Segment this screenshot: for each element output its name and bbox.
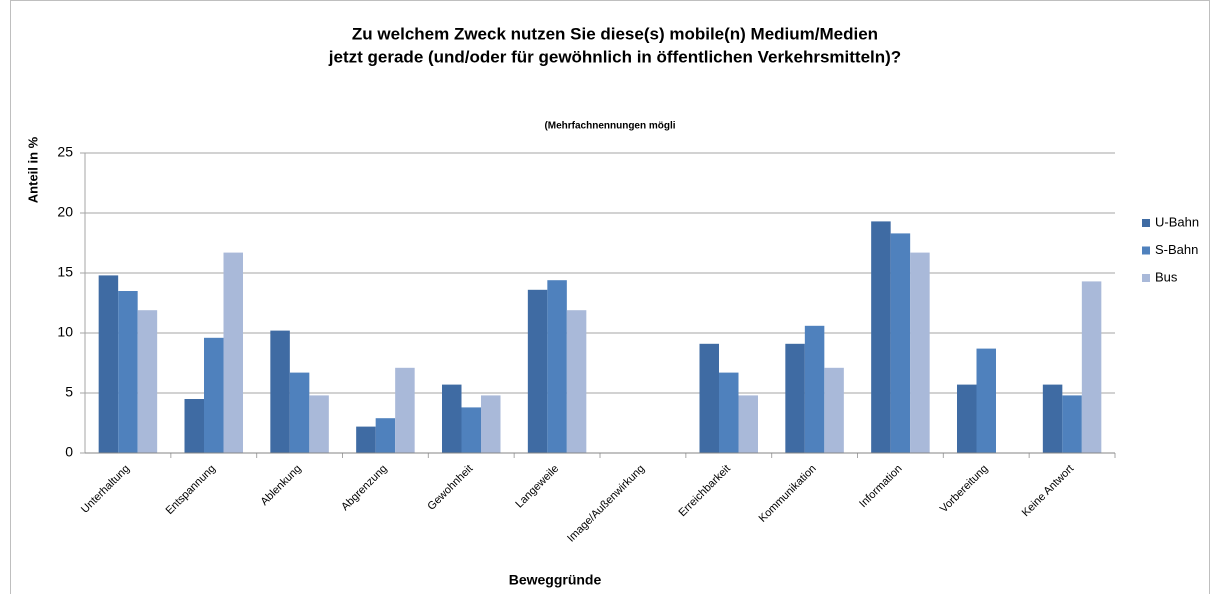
bar — [527, 289, 548, 453]
y-tick-label: 25 — [57, 144, 73, 160]
y-tick-label: 20 — [57, 204, 73, 220]
x-tick-label: Image/Außenwirkung — [565, 463, 647, 545]
bar — [719, 372, 739, 453]
x-tick-label: Keine Antwort — [1020, 463, 1076, 519]
x-tick-label: Erreichbarkeit — [676, 463, 732, 519]
bar — [309, 395, 329, 453]
x-tick-label: Gewohnheit — [425, 463, 475, 513]
legend-swatch — [1142, 246, 1150, 255]
y-axis-label: Anteil in % — [25, 136, 40, 203]
x-tick-label: Ablenkung — [259, 463, 304, 508]
bar — [566, 310, 587, 453]
bar — [375, 418, 396, 453]
bar — [871, 221, 891, 453]
bar — [395, 367, 415, 453]
legend-swatch — [1142, 274, 1150, 282]
y-tick-label: 0 — [65, 444, 73, 460]
bar — [824, 367, 844, 453]
bar — [547, 280, 567, 453]
bar — [118, 291, 138, 453]
bar — [481, 395, 501, 453]
x-tick-label: Unterhaltung — [79, 463, 132, 516]
bar — [804, 325, 825, 453]
bar — [98, 275, 119, 453]
bar — [1042, 384, 1063, 453]
bar — [890, 233, 911, 453]
y-tick-label: 15 — [57, 264, 73, 280]
bar — [204, 337, 224, 453]
bar — [1081, 281, 1102, 453]
bar — [461, 407, 481, 453]
bar — [699, 343, 719, 453]
bar — [738, 395, 758, 453]
bar — [223, 252, 243, 453]
bar — [184, 399, 204, 453]
chart-subtitle: (Mehrfachnennungen mögli — [544, 121, 675, 132]
legend-label: Bus — [1155, 269, 1178, 284]
x-tick-label: Langeweile — [513, 463, 561, 511]
bar — [289, 372, 310, 453]
chart-title: Zu welchem Zweck nutzen Sie diese(s) mob… — [352, 24, 878, 43]
y-tick-label: 10 — [57, 324, 73, 340]
bar — [1062, 395, 1082, 453]
bar — [976, 348, 996, 453]
legend-swatch — [1142, 219, 1150, 227]
legend-label: U-Bahn — [1155, 214, 1199, 229]
bar — [356, 426, 376, 453]
chart-title: jetzt gerade (und/oder für gewöhnlich in… — [328, 47, 901, 66]
x-axis-label: Beweggründe — [509, 572, 602, 588]
legend-label: S-Bahn — [1155, 242, 1198, 257]
x-tick-label: Kommunikation — [757, 463, 819, 525]
x-tick-label: Entspannung — [164, 463, 218, 517]
bar — [442, 384, 462, 453]
x-tick-label: Vorbereitung — [938, 463, 991, 516]
bar — [270, 330, 290, 453]
bar — [785, 343, 805, 453]
bar — [957, 384, 977, 453]
bar — [137, 310, 158, 453]
x-tick-label: Information — [857, 463, 904, 510]
x-tick-label: Abgrenzung — [339, 463, 389, 513]
bar — [910, 252, 930, 453]
y-tick-label: 5 — [65, 384, 73, 400]
